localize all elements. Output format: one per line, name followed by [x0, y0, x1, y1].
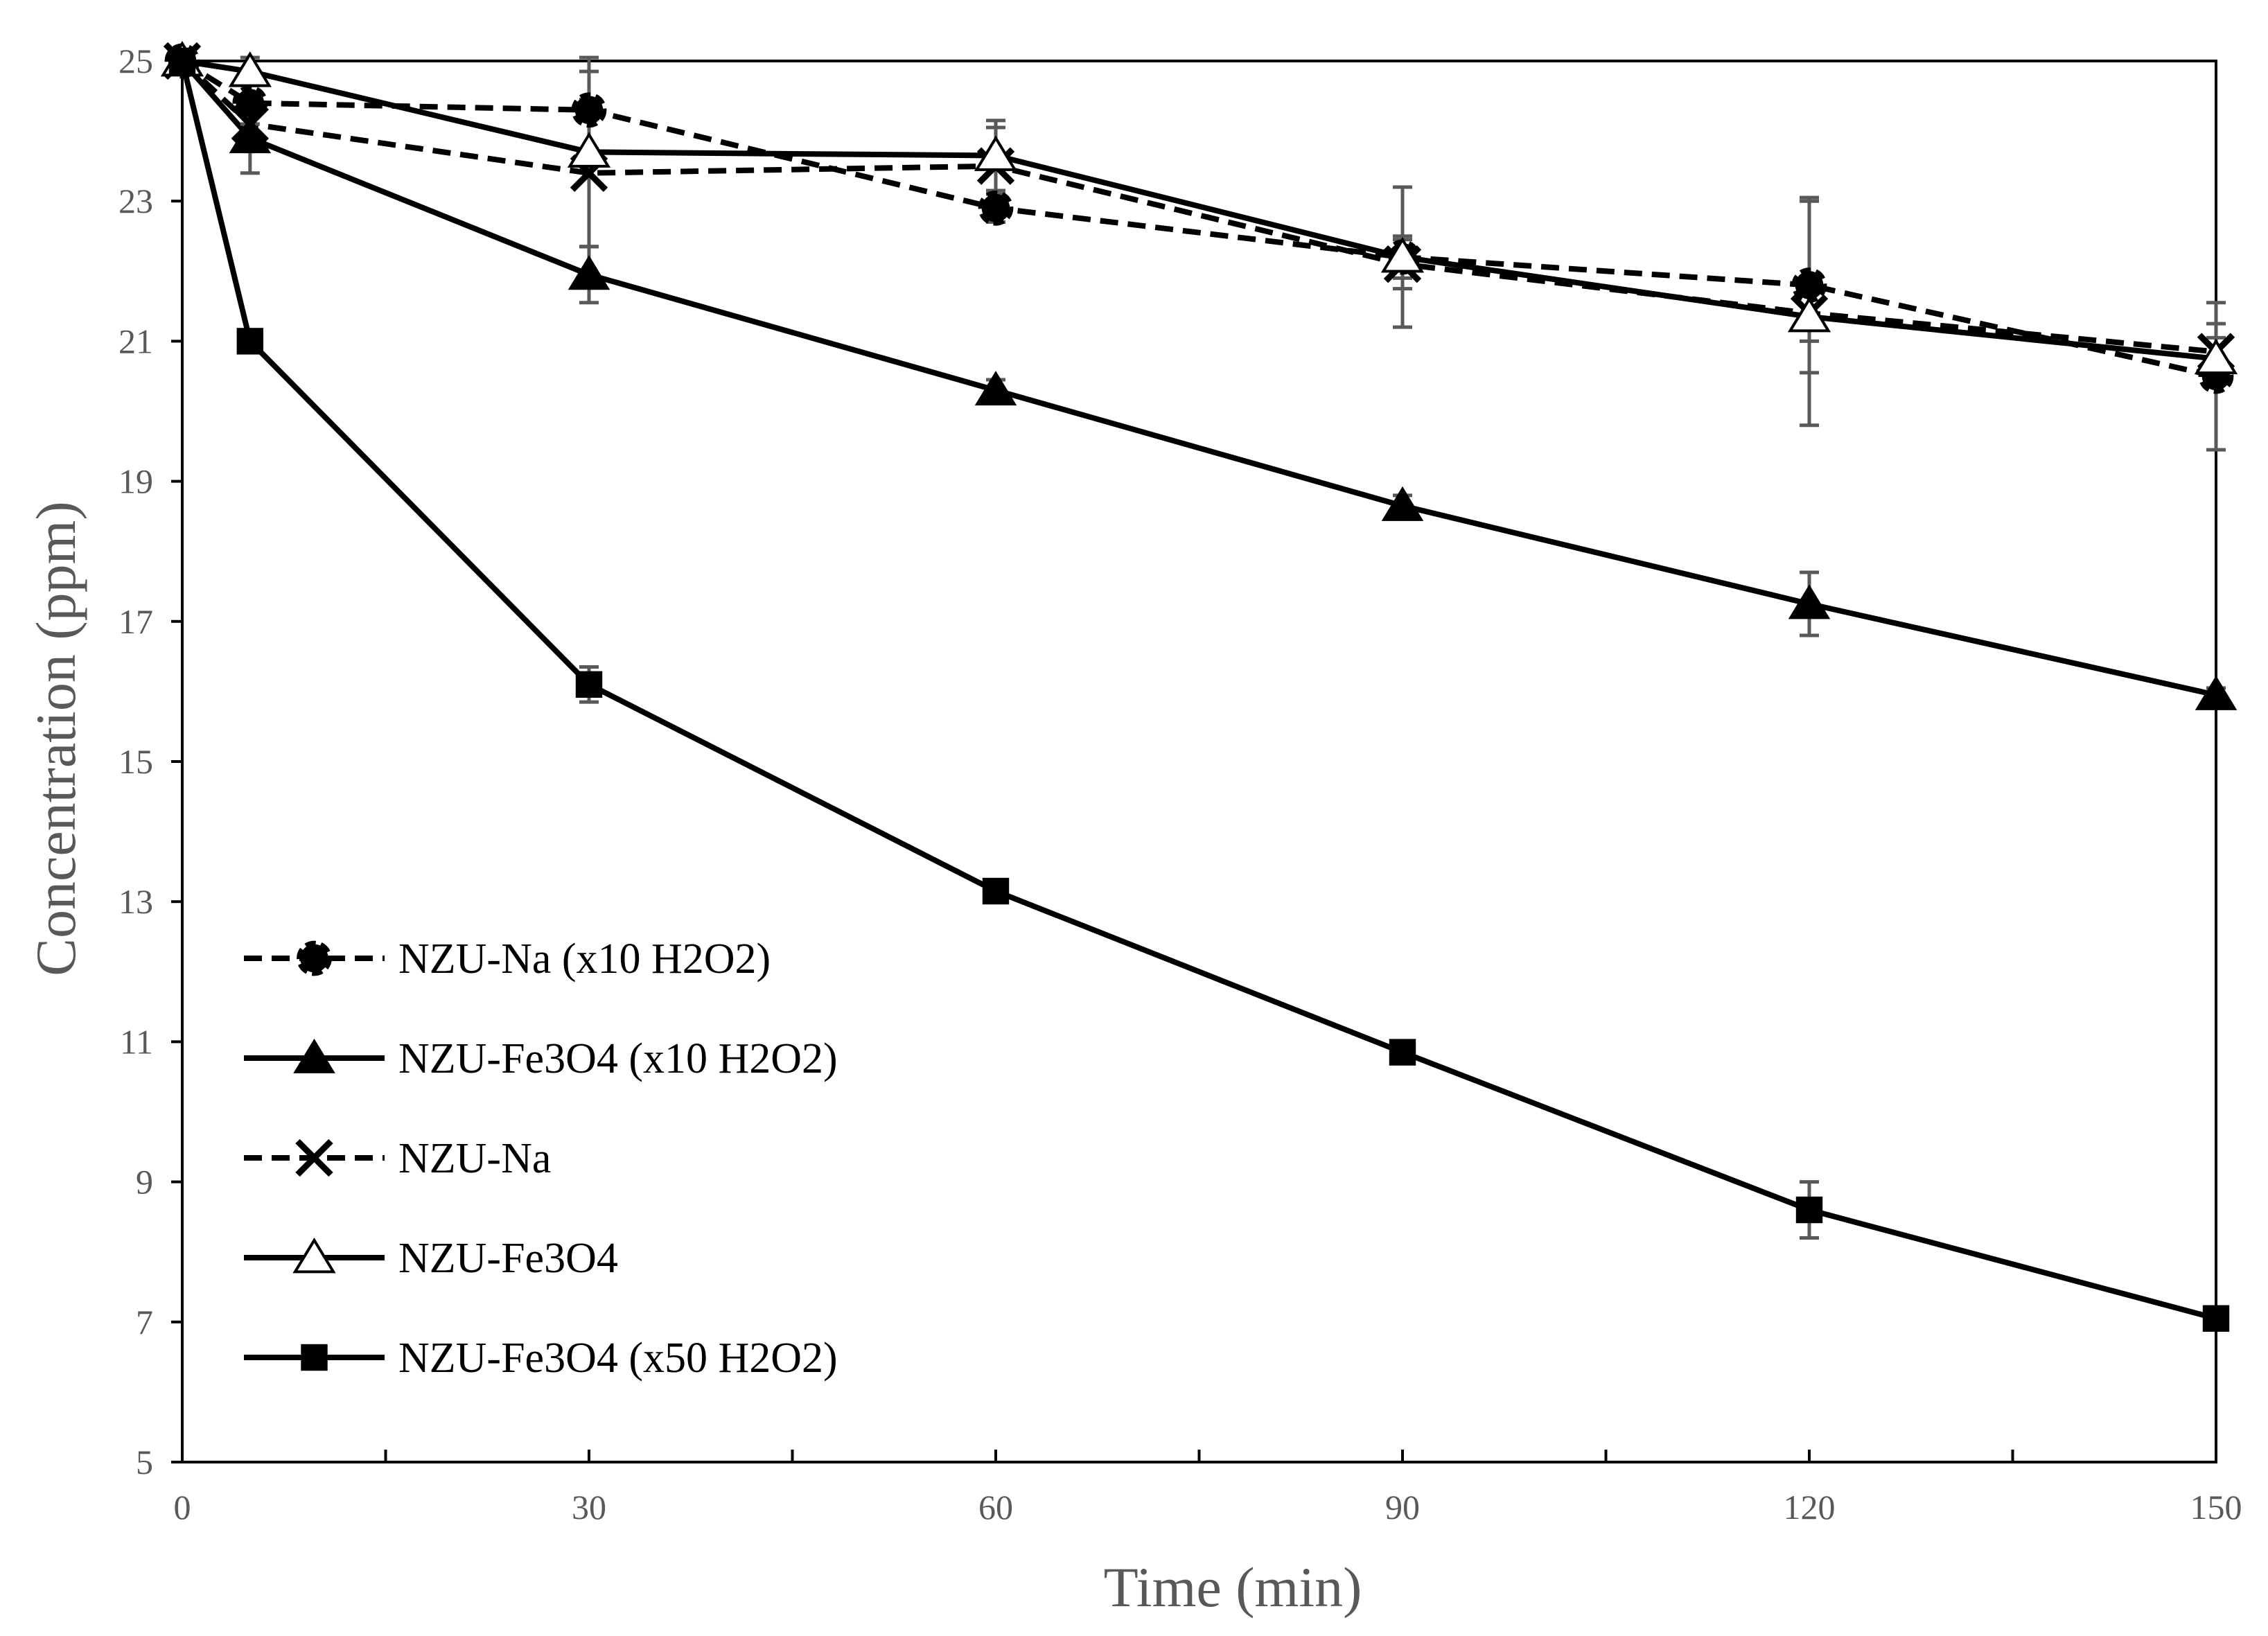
y-tick-label: 17: [118, 602, 153, 641]
x-tick-label: 30: [572, 1488, 606, 1527]
legend-entry-1: NZU-Fe3O4 (x10 H2O2): [244, 1035, 838, 1082]
x-tick-label: 120: [1784, 1488, 1836, 1527]
y-tick-label: 7: [136, 1303, 153, 1342]
legend-label: NZU-Fe3O4 (x10 H2O2): [398, 1035, 838, 1082]
legend-marker: [297, 940, 332, 976]
legend-marker: [292, 1237, 336, 1274]
y-tick-label: 11: [120, 1022, 153, 1061]
data-point-0-2: [571, 92, 607, 128]
data-point-3-6: [2194, 338, 2238, 375]
y-axis-title: Concentration (ppm): [24, 501, 87, 976]
y-tick-label: 21: [118, 322, 153, 360]
data-point-3-1: [228, 51, 272, 87]
data-point-4-5: [1795, 1196, 1823, 1224]
legend-label: NZU-Fe3O4 (x50 H2O2): [398, 1335, 838, 1382]
data-point-3-5: [1787, 296, 1831, 333]
y-tick-label: 23: [118, 182, 153, 220]
y-tick-label: 13: [118, 882, 153, 921]
x-marker-stroke: [231, 105, 270, 143]
data-point-0-3: [978, 190, 1014, 226]
data-point-4-2: [575, 671, 603, 698]
x-tick-label: 150: [2190, 1488, 2242, 1527]
x-tick-label: 90: [1385, 1488, 1420, 1527]
legend-entry-4: NZU-Fe3O4 (x50 H2O2): [244, 1335, 838, 1382]
legend-entry-3: NZU-Fe3O4: [244, 1235, 618, 1282]
data-point-4-1: [236, 328, 264, 355]
legend-entry-2: NZU-Na: [244, 1135, 551, 1182]
data-point-4-4: [1389, 1039, 1416, 1066]
data-point-2-1: [231, 105, 270, 143]
legend-marker: [295, 1138, 333, 1177]
y-tick-label: 5: [136, 1443, 153, 1481]
legend-label: NZU-Na (x10 H2O2): [398, 935, 771, 983]
data-point-4-3: [982, 877, 1010, 905]
x-tick-label: 60: [978, 1488, 1013, 1527]
data-point-4-0: [168, 47, 196, 75]
data-point-1-3: [974, 371, 1017, 406]
y-tick-label: 19: [118, 462, 153, 501]
y-tick-label: 25: [118, 42, 153, 80]
series-line-4: [179, 60, 2217, 1321]
data-point-3-3: [974, 135, 1018, 171]
y-tick-label: 9: [136, 1163, 153, 1202]
data-point-0-1: [232, 85, 268, 121]
data-point-1-5: [1788, 584, 1831, 619]
data-point-1-6: [2195, 675, 2238, 710]
x-marker-stroke: [295, 1138, 333, 1177]
data-point-1-2: [568, 255, 610, 290]
legend-marker: [301, 1344, 328, 1371]
legend-marker: [293, 1038, 335, 1073]
data-point-0-5: [1791, 267, 1827, 303]
legend-label: NZU-Fe3O4: [398, 1235, 618, 1282]
data-point-4-6: [2202, 1305, 2230, 1332]
legend-label: NZU-Na: [398, 1135, 551, 1182]
series-line-1: [179, 59, 2217, 698]
legend-entry-0: NZU-Na (x10 H2O2): [244, 935, 771, 983]
x-axis-title: Time (min): [1104, 1556, 1362, 1619]
y-tick-label: 15: [118, 742, 153, 781]
data-point-1-4: [1381, 486, 1424, 521]
data-point-3-4: [1380, 237, 1425, 273]
data-point-3-2: [567, 132, 611, 168]
x-tick-label: 0: [174, 1488, 191, 1527]
